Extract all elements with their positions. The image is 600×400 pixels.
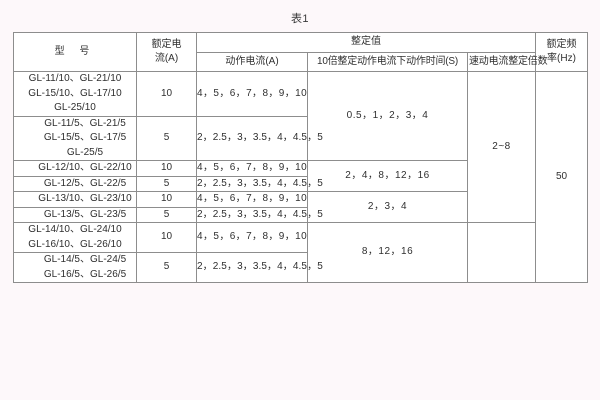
cell-rated-current: 10 (136, 191, 197, 208)
model-line: GL-14/5、GL-24/5 (43, 254, 127, 265)
model-line: GL-25/10 (54, 102, 96, 113)
cell-model: GL-13/5、GL-23/5 (13, 206, 137, 223)
model-line: GL-13/5、GL-23/5 (43, 208, 127, 220)
header-model: 型 号 (13, 32, 137, 72)
cell-rated-frequency: 50 (535, 71, 588, 283)
cell-action-time: 2，4，8，12，16 (307, 160, 468, 192)
cell-action-time: 2，3，4 (307, 191, 468, 223)
model-line: GL-25/5 (66, 146, 104, 158)
model-line: GL-15/5、GL-17/5 (43, 132, 127, 143)
header-action-current: 动作电流(A) (196, 51, 308, 72)
cell-rated-current: 10 (136, 222, 197, 253)
model-line: GL-11/10、GL-21/10 (28, 73, 122, 84)
table-body: GL-11/10、GL-21/10 GL-15/10、GL-17/10 GL-2… (13, 71, 588, 283)
cell-rated-current: 10 (136, 160, 197, 177)
cell-action-current: 2，2.5，3，3.5，4，4.5，5 (196, 252, 323, 283)
model-line: GL-14/10、GL-24/10 (28, 224, 122, 235)
table-row: GL-14/5、GL-24/5 GL-16/5、GL-26/5 5 2，2.5，… (13, 252, 588, 283)
cell-action-current: 2，2.5，3，3.5，4，4.5，5 (196, 175, 323, 192)
cell-rated-current: 10 (136, 71, 197, 117)
cell-quick-current-multiple-blank (467, 222, 536, 283)
cell-quick-current-multiple: 2~8 (467, 71, 536, 223)
cell-rated-current: 5 (136, 115, 197, 161)
cell-model: GL-14/10、GL-24/10 GL-16/10、GL-26/10 (13, 222, 137, 253)
header-rated-frequency-line2: 率(Hz) (547, 53, 576, 64)
header-quick-current-multiple: 速动电流整定倍数 (467, 51, 548, 72)
cell-action-current: 4，5，6，7，8，9，10 (196, 160, 308, 177)
specification-table: 型 号 额定电 流(A) 整定值 额定频 率(Hz) 动作电流(A) 10倍整定… (13, 32, 588, 283)
model-line: GL-11/5、GL-21/5 (44, 117, 126, 129)
cell-action-current: 4，5，6，7，8，9，10 (196, 71, 308, 117)
header-rated-current: 额定电 流(A) (136, 32, 197, 72)
table-row: GL-11/5、GL-21/5 GL-15/5、GL-17/5 GL-25/5 … (13, 115, 588, 161)
header-rated-current-line1: 额定电 (151, 38, 182, 50)
model-line: GL-15/10、GL-17/10 (28, 87, 122, 99)
cell-model: GL-11/5、GL-21/5 GL-15/5、GL-17/5 GL-25/5 (13, 115, 137, 161)
cell-action-current: 2，2.5，3，3.5，4，4.5，5 (196, 115, 323, 161)
cell-action-current: 2，2.5，3，3.5，4，4.5，5 (196, 206, 323, 223)
model-line: GL-13/10、GL-23/10 (38, 193, 132, 204)
cell-rated-current: 5 (136, 175, 197, 192)
header-rated-frequency: 额定频 率(Hz) (535, 32, 588, 72)
cell-model: GL-12/5、GL-22/5 (13, 175, 137, 192)
model-line: GL-12/5、GL-22/5 (43, 177, 127, 189)
header-row-1: 型 号 额定电 流(A) 整定值 额定频 率(Hz) (13, 32, 588, 72)
cell-rated-current: 5 (136, 252, 197, 283)
table-row: GL-12/5、GL-22/5 5 2，2.5，3，3.5，4，4.5，5 (13, 175, 588, 192)
cell-action-current: 4，5，6，7，8，9，10 (196, 222, 308, 253)
cell-model: GL-13/10、GL-23/10 (13, 191, 137, 208)
header-rated-frequency-line1: 额定频 (546, 38, 577, 50)
table-row: GL-11/10、GL-21/10 GL-15/10、GL-17/10 GL-2… (13, 71, 588, 283)
table-row: GL-13/10、GL-23/10 10 4，5，6，7，8，9，10 2，3，… (13, 191, 588, 223)
page-title: 表1 (290, 13, 310, 25)
header-rated-current-line2: 流(A) (154, 53, 179, 64)
cell-action-time: 0.5，1，2，3，4 (307, 71, 468, 161)
cell-action-time: 8，12，16 (307, 222, 468, 283)
cell-rated-current: 5 (136, 206, 197, 223)
header-setting-value-group: 整定值 (196, 32, 536, 53)
model-line: GL-16/10、GL-26/10 (28, 238, 122, 250)
table-container: 型 号 额定电 流(A) 整定值 额定频 率(Hz) 动作电流(A) 10倍整定… (13, 32, 588, 283)
cell-model: GL-11/10、GL-21/10 GL-15/10、GL-17/10 GL-2… (13, 71, 137, 117)
model-line: GL-16/5、GL-26/5 (43, 268, 127, 280)
model-line: GL-12/10、GL-22/10 (38, 162, 132, 173)
cell-model: GL-12/10、GL-22/10 (13, 160, 137, 177)
table-row: GL-13/5、GL-23/5 5 2，2.5，3，3.5，4，4.5，5 (13, 206, 588, 223)
header-action-time-10x: 10倍整定动作电流下动作时间(S) (307, 51, 468, 72)
table-row: GL-14/10、GL-24/10 GL-16/10、GL-26/10 10 4… (13, 222, 588, 283)
cell-model: GL-14/5、GL-24/5 GL-16/5、GL-26/5 (13, 252, 137, 283)
table-header: 型 号 额定电 流(A) 整定值 额定频 率(Hz) 动作电流(A) 10倍整定… (13, 32, 588, 72)
cell-action-current: 4，5，6，7，8，9，10 (196, 191, 308, 208)
